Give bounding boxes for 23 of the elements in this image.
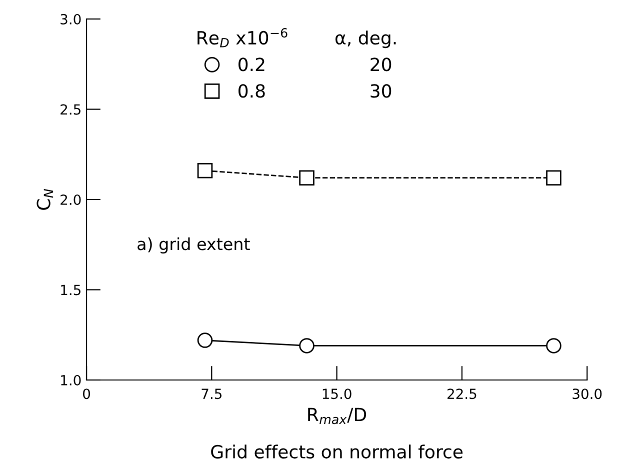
text: Re$_{D}$ x10$^{−6}$ α, deg. — [198, 28, 396, 48]
point — [197, 162, 213, 178]
point — [546, 170, 562, 186]
y-tick-label: 3.0 — [60, 14, 81, 24]
legend-label: 0.2 20 — [238, 58, 392, 72]
y-tick-label: 1.0 — [61, 374, 81, 386]
text: Grid effects on normal force — [211, 444, 463, 459]
point — [299, 338, 314, 354]
point — [546, 338, 562, 354]
point — [299, 170, 314, 186]
x-tick-label: 15.0 — [322, 388, 352, 400]
legend-label: 0.8 30 — [238, 84, 392, 98]
y-axis-title: C$_{N}$ — [36, 188, 54, 210]
x-tick-label: 30.0 — [572, 388, 602, 400]
x-axis-title: R$_{max}$/D — [308, 408, 366, 424]
y-tick-label: 2.0 — [60, 194, 81, 205]
y-tick-label: 2.5 — [60, 104, 80, 115]
annotation: a) grid extent — [138, 237, 250, 254]
x-tick-label: 7.5 — [202, 388, 222, 400]
x-tick-label: 0 — [83, 388, 90, 400]
point — [197, 332, 213, 348]
y-tick-label: 1.5 — [61, 284, 80, 296]
x-tick-label: 22.5 — [448, 388, 476, 400]
